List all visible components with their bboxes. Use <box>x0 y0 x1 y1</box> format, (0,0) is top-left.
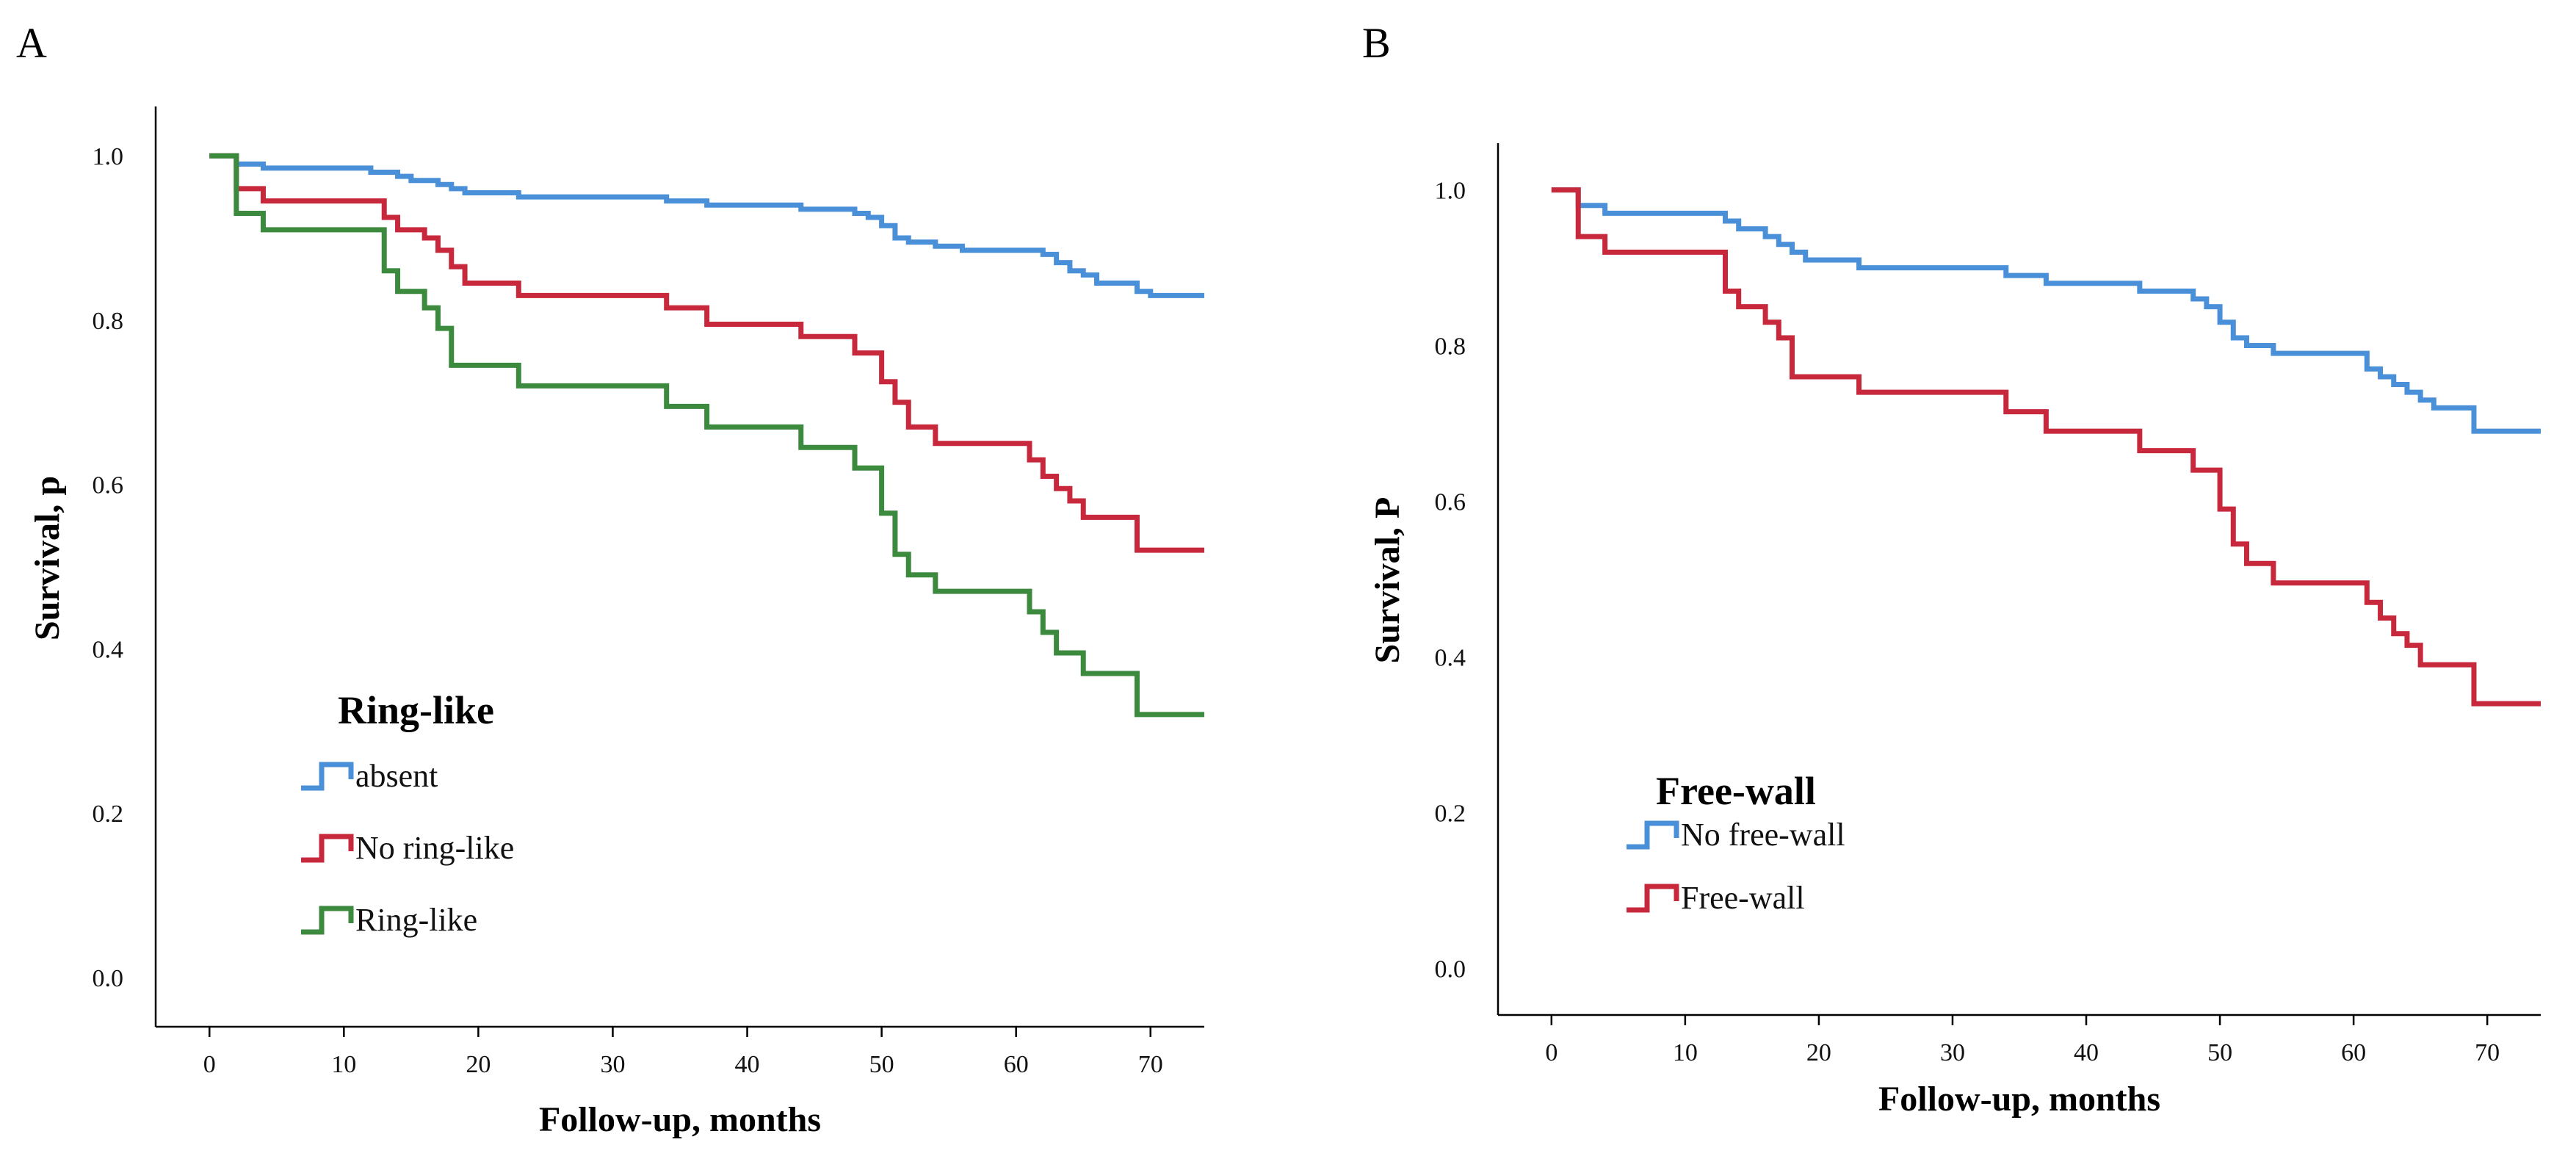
x-tick-label-a-2: 20 <box>466 1051 491 1078</box>
x-axis-title-b: Follow-up, months <box>1878 1080 2160 1119</box>
y-tick-label-b-1: 0.2 <box>1435 800 1466 827</box>
legend-swatch-b-0 <box>1627 820 1679 850</box>
x-tick-label-a-4: 40 <box>735 1051 760 1078</box>
plot-area-b: 0 10 20 30 40 50 60 70 0.0 0.2 0.4 0.6 0.8 1.0 <box>1435 143 2541 1066</box>
panel-label-a: A <box>16 19 47 67</box>
legend-label-a-0: absent <box>355 758 438 794</box>
km-curve-a-0 <box>209 153 1204 298</box>
legend-label-a-2: Ring-like <box>355 902 477 938</box>
y-tick-label-a-4: 0.8 <box>93 308 124 335</box>
series-group-a <box>209 153 1204 718</box>
x-axis-title-a: Follow-up, months <box>539 1100 821 1139</box>
y-tick-label-b-5: 1.0 <box>1435 178 1466 205</box>
x-tick-label-b-4: 40 <box>2074 1039 2099 1066</box>
legend-title-a: Ring-like <box>338 688 494 732</box>
x-tick-label-a-0: 0 <box>203 1051 216 1078</box>
y-ticks-b: 0.0 0.2 0.4 0.6 0.8 1.0 <box>1435 178 1466 983</box>
y-axis-title-b: Survival, P <box>1368 497 1407 664</box>
legend-swatch-b-1 <box>1627 884 1679 913</box>
km-curve-b-0 <box>1551 187 2541 434</box>
legend-b: Free-wall No free-wall Free-wall <box>1627 769 1845 916</box>
km-curve-a-1 <box>209 153 1204 553</box>
x-ticks-a: 0 10 20 30 40 50 60 70 <box>203 1027 1163 1078</box>
x-tick-label-b-2: 20 <box>1806 1039 1831 1066</box>
x-tick-label-a-1: 10 <box>331 1051 356 1078</box>
y-tick-label-a-3: 0.6 <box>93 472 124 499</box>
legend-swatch-a-0 <box>301 762 354 791</box>
legend-a: Ring-like absent No ring-like Ring-like <box>301 688 514 938</box>
x-tick-label-b-1: 10 <box>1673 1039 1698 1066</box>
y-tick-label-b-4: 0.8 <box>1435 333 1466 361</box>
legend-label-a-1: No ring-like <box>355 830 514 866</box>
panel-a: A 0 10 20 30 40 50 60 70 0.0 0.2 0.4 0.6 0.8 1.0 Fol… <box>16 19 1204 1139</box>
y-tick-label-b-2: 0.4 <box>1435 644 1466 671</box>
panel-label-b: B <box>1362 19 1391 67</box>
x-ticks-b: 0 10 20 30 40 50 60 70 <box>1545 1015 2500 1066</box>
x-tick-label-b-6: 60 <box>2341 1039 2366 1066</box>
panel-b: B 0 10 20 30 40 50 60 70 0.0 0.2 0.4 0.6 0.8 1.0 Fol… <box>1362 19 2541 1119</box>
y-tick-label-b-0: 0.0 <box>1435 955 1466 983</box>
x-tick-label-a-7: 70 <box>1138 1051 1163 1078</box>
y-ticks-a: 0.0 0.2 0.4 0.6 0.8 1.0 <box>93 143 124 992</box>
legend-label-b-0: No free-wall <box>1681 817 1845 853</box>
legend-items-a: absent No ring-like Ring-like <box>301 758 514 938</box>
km-curve-a-2 <box>209 153 1204 718</box>
y-tick-label-b-3: 0.6 <box>1435 489 1466 516</box>
series-group-b <box>1551 187 2541 707</box>
x-tick-label-b-3: 30 <box>1940 1039 1965 1066</box>
x-tick-label-a-3: 30 <box>600 1051 625 1078</box>
x-tick-label-a-6: 60 <box>1004 1051 1029 1078</box>
legend-swatch-a-2 <box>301 906 354 935</box>
km-curve-b-1 <box>1551 187 2541 707</box>
plot-area-a: 0 10 20 30 40 50 60 70 0.0 0.2 0.4 0.6 0.8 1.0 <box>93 106 1204 1078</box>
legend-swatch-a-1 <box>301 834 354 863</box>
x-tick-label-a-5: 50 <box>869 1051 894 1078</box>
y-tick-label-a-5: 1.0 <box>93 143 124 170</box>
legend-label-b-1: Free-wall <box>1681 880 1805 916</box>
legend-items-b: No free-wall Free-wall <box>1627 817 1845 916</box>
legend-title-b: Free-wall <box>1656 769 1816 813</box>
x-tick-label-b-5: 50 <box>2207 1039 2232 1066</box>
y-tick-label-a-2: 0.4 <box>93 636 124 663</box>
x-tick-label-b-0: 0 <box>1545 1039 1557 1066</box>
y-axis-title-a: Survival, p <box>28 476 67 640</box>
y-tick-label-a-1: 0.2 <box>93 801 124 828</box>
y-tick-label-a-0: 0.0 <box>93 965 124 992</box>
x-tick-label-b-7: 70 <box>2475 1039 2500 1066</box>
